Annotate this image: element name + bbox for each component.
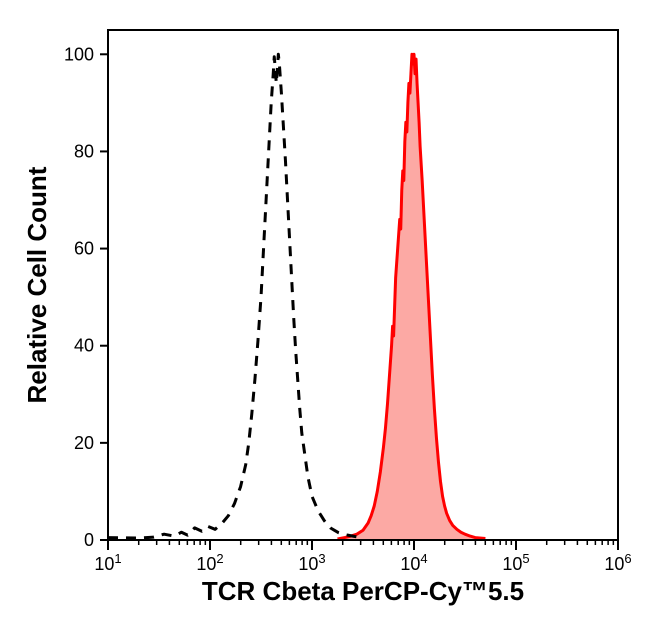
y-tick-label: 20 xyxy=(74,433,94,453)
y-axis-label: Relative Cell Count xyxy=(22,166,52,403)
y-tick-label: 60 xyxy=(74,239,94,259)
y-tick-label: 100 xyxy=(64,44,94,64)
y-tick-label: 40 xyxy=(74,336,94,356)
chart-root: 101102103104105106020406080100TCR Cbeta … xyxy=(0,0,646,641)
x-axis-label: TCR Cbeta PerCP-Cy™5.5 xyxy=(202,576,524,606)
plot-bg xyxy=(108,30,618,540)
chart-svg: 101102103104105106020406080100TCR Cbeta … xyxy=(0,0,646,641)
y-tick-label: 0 xyxy=(84,530,94,550)
y-tick-label: 80 xyxy=(74,141,94,161)
